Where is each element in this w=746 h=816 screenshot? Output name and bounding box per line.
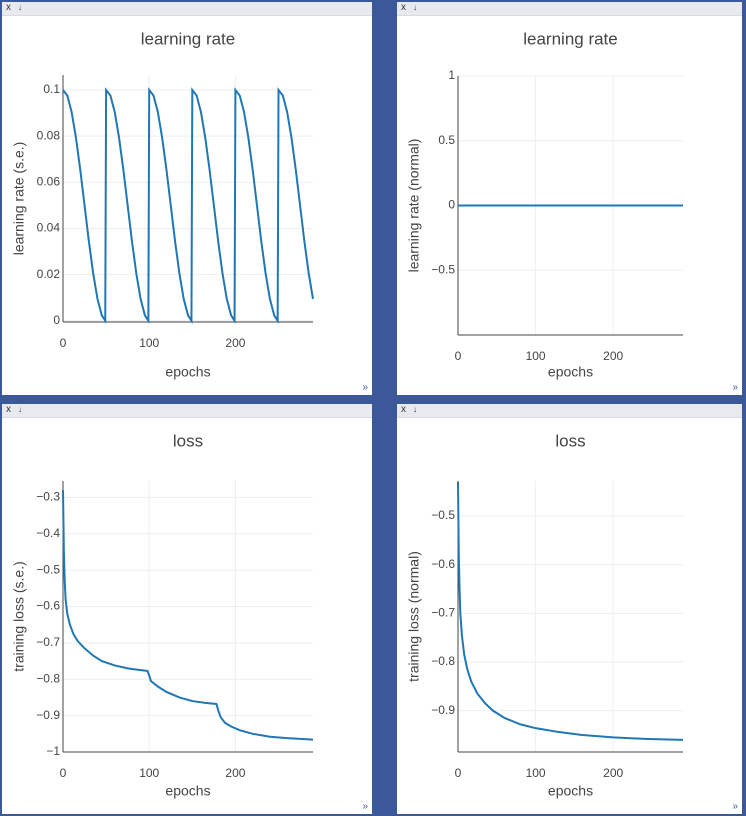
y-tick-label: −0.6 — [36, 599, 60, 613]
plot-pane: x ↓» −0.5 0 0.5 1 0 100 200 learning rate epochs le… — [397, 2, 742, 395]
y-tick-label: −0.8 — [431, 654, 455, 668]
download-button[interactable]: ↓ — [413, 405, 417, 414]
x-tick-label: 100 — [139, 336, 159, 350]
x-tick-label: 200 — [603, 766, 623, 780]
y-tick-label: 0.08 — [37, 128, 61, 142]
download-button[interactable]: ↓ — [413, 3, 417, 12]
close-button[interactable]: x — [6, 404, 11, 415]
y-tick-label: −0.5 — [431, 508, 455, 522]
y-tick-label: 0 — [53, 313, 60, 327]
x-tick-label: 0 — [455, 349, 462, 363]
x-tick-label: 200 — [603, 349, 623, 363]
chart: −0.9 −0.8 −0.7 −0.6 −0.5 0 100 200 loss epochs tra… — [406, 431, 684, 799]
y-tick-label: −0.9 — [36, 708, 60, 722]
x-axis-label: epochs — [165, 783, 210, 799]
expand-link[interactable]: » — [362, 801, 368, 812]
expand-link[interactable]: » — [732, 382, 738, 393]
pane-header: x ↓ — [2, 2, 372, 16]
x-axis-label: epochs — [548, 364, 593, 380]
y-tick-label: 0.06 — [37, 175, 61, 189]
x-tick-label: 200 — [225, 766, 245, 780]
x-tick-label: 200 — [225, 336, 245, 350]
chart-title: learning rate — [141, 29, 236, 48]
pane-header: x ↓ — [2, 404, 372, 418]
chart-title: learning rate — [523, 29, 618, 48]
y-tick-label: −0.3 — [36, 490, 60, 504]
y-tick-label: −0.7 — [431, 606, 455, 620]
y-tick-label: −0.9 — [431, 703, 455, 717]
data-line — [62, 490, 314, 741]
close-button[interactable]: x — [6, 2, 11, 13]
x-tick-label: 0 — [60, 766, 67, 780]
plot-pane: x ↓» 0 0.02 0.04 0.06 0.08 0.1 0 100 200 learning r… — [2, 2, 372, 395]
y-tick-label: −0.8 — [36, 671, 60, 685]
y-tick-label: −0.4 — [36, 526, 60, 540]
y-tick-label: −0.6 — [431, 557, 455, 571]
x-tick-label: 100 — [526, 766, 546, 780]
download-button[interactable]: ↓ — [18, 3, 22, 12]
y-tick-label: −0.5 — [36, 562, 60, 576]
x-tick-label: 100 — [139, 766, 159, 780]
data-line — [457, 481, 684, 741]
y-tick-label: 0.1 — [43, 82, 60, 96]
y-tick-label: 1 — [448, 68, 455, 82]
close-button[interactable]: x — [401, 404, 406, 415]
y-tick-label: −0.7 — [36, 635, 60, 649]
y-axis-label: learning rate (s.e.) — [11, 142, 27, 256]
chart: −1 −0.9 −0.8 −0.7 −0.6 −0.5 −0.4 −0.3 0 100 200 los… — [11, 431, 314, 799]
x-axis-label: epochs — [165, 364, 210, 380]
y-tick-label: 0.02 — [37, 267, 61, 281]
data-line — [62, 87, 314, 324]
y-tick-label: 0.5 — [438, 133, 455, 147]
expand-link[interactable]: » — [362, 382, 368, 393]
y-tick-label: −1 — [46, 744, 60, 758]
download-button[interactable]: ↓ — [18, 405, 22, 414]
plot-pane: x ↓» −1 −0.9 −0.8 −0.7 −0.6 −0.5 −0.4 −0.3 0 100 200… — [2, 404, 372, 814]
x-tick-label: 0 — [60, 336, 67, 350]
expand-link[interactable]: » — [732, 801, 738, 812]
y-tick-label: 0 — [448, 198, 455, 212]
x-tick-label: 0 — [455, 766, 462, 780]
close-button[interactable]: x — [401, 2, 406, 13]
pane-header: x ↓ — [397, 404, 742, 418]
y-axis-label: learning rate (normal) — [406, 139, 422, 273]
chart: 0 0.02 0.04 0.06 0.08 0.1 0 100 200 learning rate… — [11, 29, 314, 380]
x-tick-label: 100 — [526, 349, 546, 363]
y-axis-label: training loss (normal) — [406, 551, 422, 682]
plot-pane: x ↓» −0.9 −0.8 −0.7 −0.6 −0.5 0 100 200 loss epochs… — [397, 404, 742, 814]
pane-header: x ↓ — [397, 2, 742, 16]
y-tick-label: −0.5 — [431, 262, 455, 276]
chart-title: loss — [555, 431, 585, 450]
x-axis-label: epochs — [548, 783, 593, 799]
chart: −0.5 0 0.5 1 0 100 200 learning rate epochs learn… — [406, 29, 683, 380]
chart-title: loss — [173, 431, 203, 450]
y-axis-label: training loss (s.e.) — [11, 561, 27, 671]
y-tick-label: 0.04 — [37, 221, 61, 235]
